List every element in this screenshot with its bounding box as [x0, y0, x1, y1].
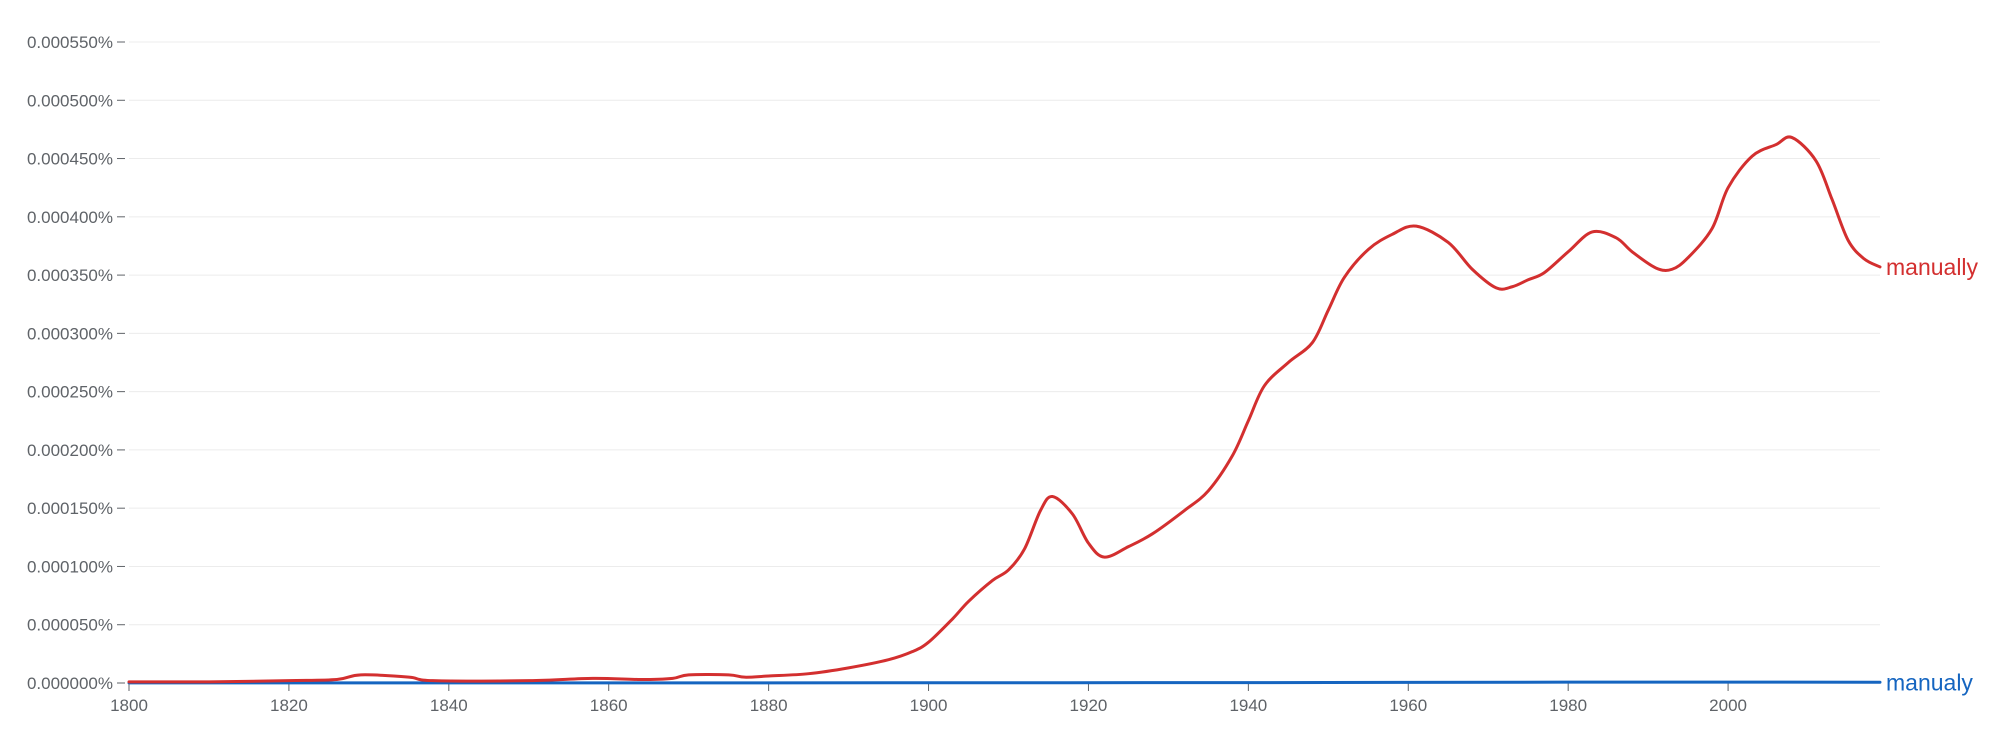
x-tick-label: 1820	[270, 696, 308, 715]
y-tick-label: 0.000250%	[27, 383, 113, 402]
series-label-manualy: manualy	[1886, 669, 1973, 695]
series-lines	[127, 135, 1882, 685]
y-tick-label: 0.000200%	[27, 441, 113, 460]
x-tick-label: 1920	[1070, 696, 1108, 715]
y-tick-label: 0.000400%	[27, 208, 113, 227]
x-tick-label: 1900	[910, 696, 948, 715]
y-tick-label: 0.000450%	[27, 150, 113, 169]
y-tick-label: 0.000500%	[27, 91, 113, 110]
x-tick-label: 1960	[1389, 696, 1427, 715]
series-labels: manualy manually	[1886, 254, 1979, 695]
gridlines	[129, 41, 1880, 626]
y-tick-label: 0.000300%	[27, 324, 113, 343]
series-line-manualy	[127, 680, 1882, 685]
x-tick-label: 1800	[110, 696, 148, 715]
series-label-manually: manually	[1886, 254, 1979, 280]
x-tick-label: 1860	[590, 696, 628, 715]
x-tick-label: 1980	[1549, 696, 1587, 715]
y-tick-label: 0.000350%	[27, 266, 113, 285]
series-line-manually	[127, 135, 1882, 684]
x-tick-label: 1880	[750, 696, 788, 715]
x-tick-label: 1940	[1229, 696, 1267, 715]
y-tick-label: 0.000050%	[27, 616, 113, 635]
y-tick-label: 0.000550%	[27, 33, 113, 52]
y-tick-label: 0.000150%	[27, 499, 113, 518]
y-tick-label: 0.000100%	[27, 557, 113, 576]
axes: 0.000000% 0.000050% 0.000100% 0.000150% 0.00…	[27, 33, 1880, 715]
y-tick-label: 0.000000%	[27, 674, 113, 693]
x-tick-label: 2000	[1709, 696, 1747, 715]
x-tick-label: 1840	[430, 696, 468, 715]
